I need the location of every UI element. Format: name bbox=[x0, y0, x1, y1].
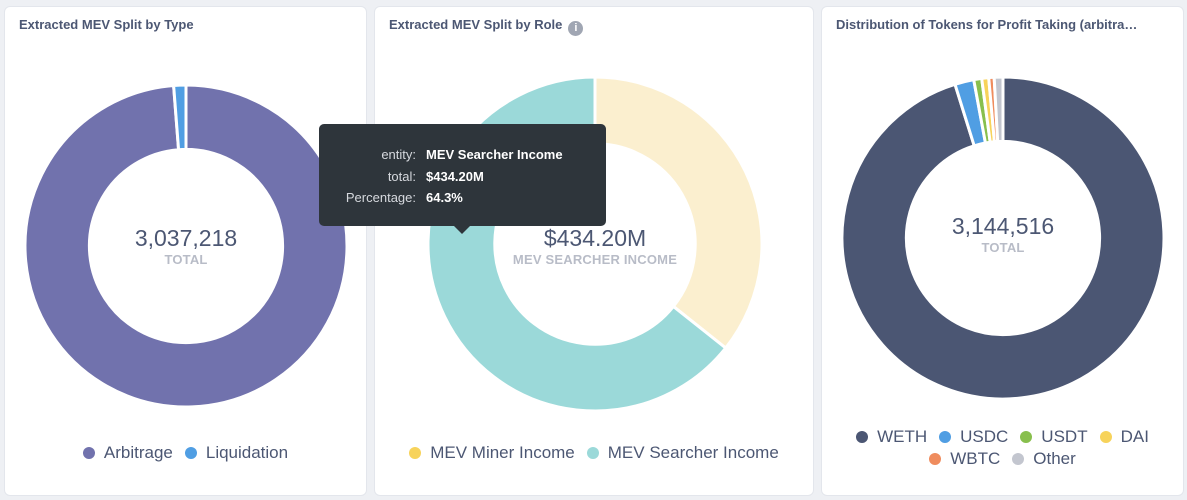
donut-chart-token-distribution bbox=[840, 75, 1166, 401]
tooltip-row-percentage: Percentage: 64.3% bbox=[319, 187, 606, 209]
chart-title[interactable]: Distribution of Tokens for Profit Taking… bbox=[836, 17, 1138, 32]
legend-dot bbox=[409, 447, 422, 459]
legend-item-mev-miner-income[interactable]: MEV Miner Income bbox=[409, 442, 575, 464]
center-value: 3,144,516 bbox=[951, 213, 1055, 239]
tooltip-key: total: bbox=[387, 168, 416, 184]
tooltip-arrow bbox=[454, 226, 470, 234]
legend-dot bbox=[586, 447, 599, 459]
chart-title[interactable]: Extracted MEV Split by Type bbox=[19, 17, 194, 32]
slice-mev-miner-income[interactable] bbox=[593, 75, 764, 351]
legend: Arbitrage Liquidation bbox=[15, 442, 356, 464]
legend-dot bbox=[82, 447, 95, 459]
legend-label: DAI bbox=[1120, 427, 1149, 446]
legend-label: USDC bbox=[960, 427, 1009, 446]
legend-label: MEV Searcher Income bbox=[607, 443, 779, 462]
legend-dot bbox=[1012, 453, 1025, 465]
center-label: TOTAL bbox=[981, 240, 1025, 255]
slice-weth[interactable] bbox=[840, 75, 1166, 401]
legend-item-usdc[interactable]: USDC bbox=[939, 426, 1008, 448]
legend-dot bbox=[184, 447, 197, 459]
chart-title-text: Extracted MEV Split by Role bbox=[389, 17, 563, 32]
tooltip-key: Percentage: bbox=[345, 190, 416, 206]
legend-dot bbox=[856, 431, 869, 443]
legend-dot bbox=[929, 453, 942, 465]
center-value: $434.20M bbox=[543, 225, 647, 251]
chart-card-mev-by-type: Extracted MEV Split by Type 3,037,218 TO… bbox=[4, 6, 367, 496]
slice-arbitrage[interactable] bbox=[23, 83, 349, 409]
legend-item-wbtc[interactable]: WBTC bbox=[929, 448, 1000, 470]
legend: WETH USDC USDT DAI WBTC Other bbox=[846, 426, 1159, 470]
legend-item-weth[interactable]: WETH bbox=[856, 426, 927, 448]
chart-card-token-distribution: Distribution of Tokens for Profit Taking… bbox=[821, 6, 1184, 496]
info-icon[interactable]: i bbox=[568, 21, 584, 36]
tooltip-row-entity: entity: MEV Searcher Income bbox=[319, 144, 606, 166]
chart-title[interactable]: Extracted MEV Split by Role i bbox=[389, 17, 799, 36]
legend: MEV Miner Income MEV Searcher Income bbox=[385, 442, 803, 464]
legend-item-liquidation[interactable]: Liquidation bbox=[184, 442, 289, 464]
legend-label: WETH bbox=[877, 427, 928, 446]
legend-dot bbox=[1099, 431, 1112, 443]
slice-liquidation[interactable] bbox=[172, 83, 188, 152]
legend-label: Arbitrage bbox=[103, 443, 173, 462]
legend-label: Other bbox=[1033, 449, 1076, 468]
legend-item-dai[interactable]: DAI bbox=[1099, 426, 1149, 448]
legend-label: MEV Miner Income bbox=[430, 443, 575, 462]
legend-dot bbox=[939, 431, 952, 443]
legend-dot bbox=[1020, 431, 1033, 443]
legend-label: USDT bbox=[1041, 427, 1088, 446]
legend-item-other[interactable]: Other bbox=[1012, 448, 1076, 470]
tooltip-key: entity: bbox=[381, 147, 416, 163]
center-label: TOTAL bbox=[164, 252, 208, 267]
tooltip-row-total: total: $434.20M bbox=[319, 166, 606, 188]
legend-label: WBTC bbox=[950, 449, 1001, 468]
legend-item-arbitrage[interactable]: Arbitrage bbox=[82, 442, 173, 464]
legend-label: Liquidation bbox=[205, 443, 289, 462]
chart-tooltip: entity: MEV Searcher Income total: $434.… bbox=[319, 124, 606, 234]
donut-chart-mev-by-type bbox=[23, 83, 349, 409]
tooltip-value: $434.20M bbox=[426, 168, 484, 184]
center-label: MEV SEARCHER INCOME bbox=[512, 252, 678, 267]
tooltip-value: MEV Searcher Income bbox=[426, 147, 563, 163]
legend-item-mev-searcher-income[interactable]: MEV Searcher Income bbox=[586, 442, 779, 464]
chart-card-mev-by-role: Extracted MEV Split by Role i $434.20M ME… bbox=[374, 6, 814, 496]
center-value: 3,037,218 bbox=[134, 225, 238, 251]
tooltip-value: 64.3% bbox=[426, 190, 463, 206]
slice-other[interactable] bbox=[992, 75, 1005, 144]
legend-item-usdt[interactable]: USDT bbox=[1020, 426, 1088, 448]
